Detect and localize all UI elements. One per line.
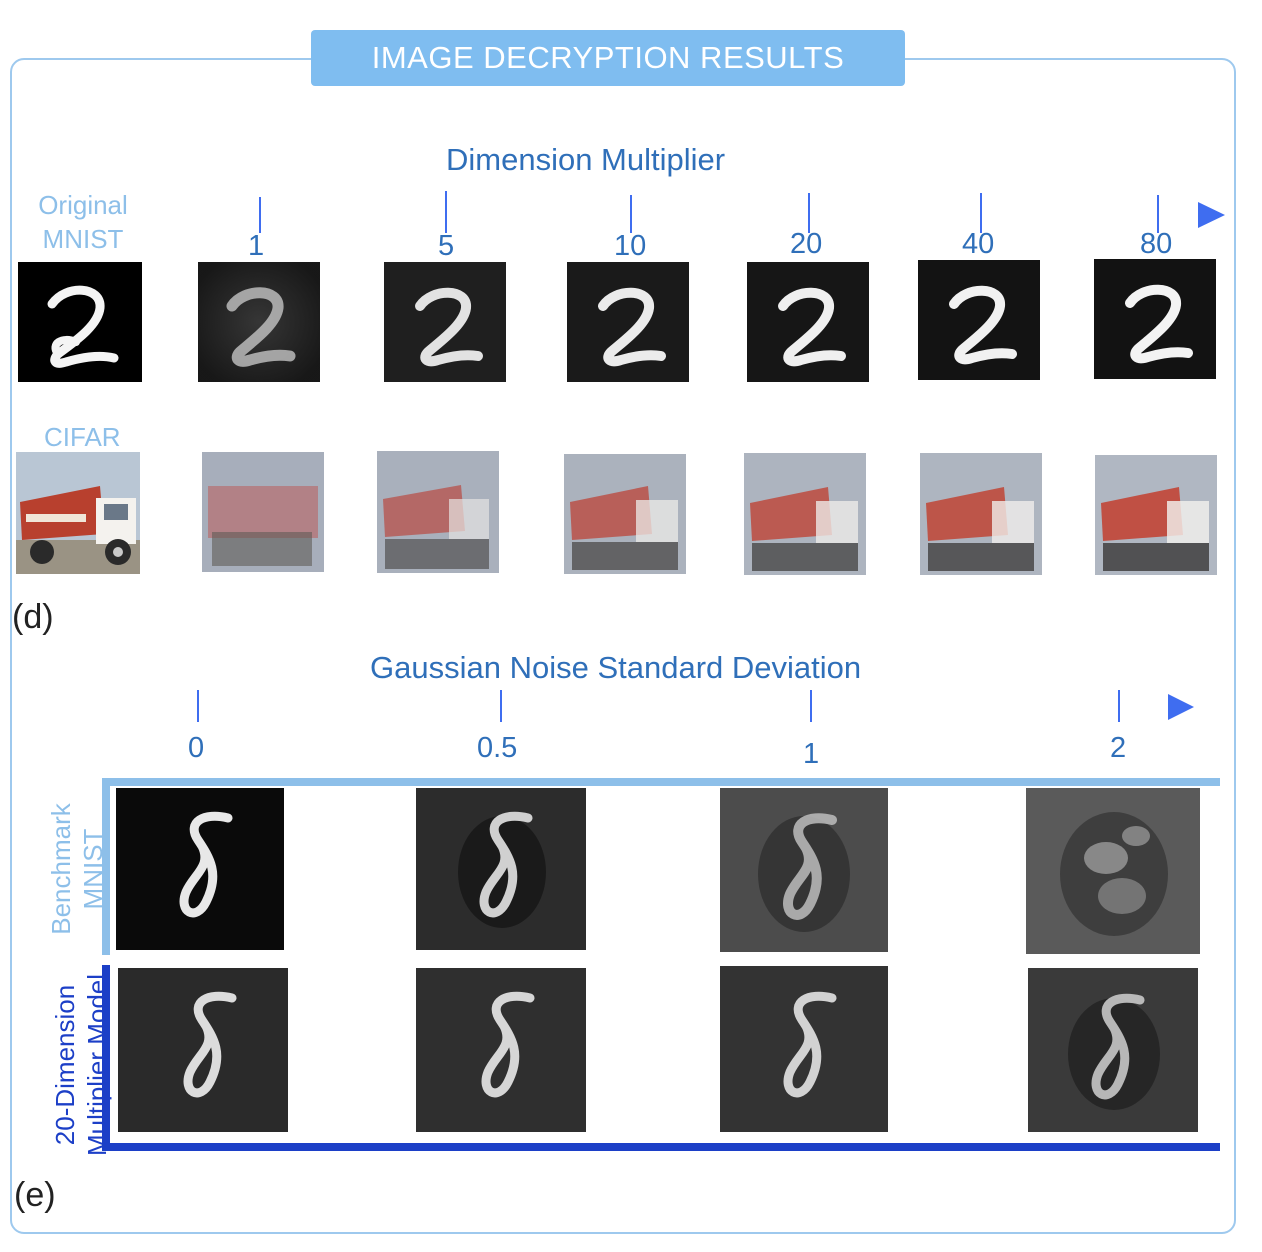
benchmark-noise-1 [720,788,888,952]
model-noise-0 [118,968,288,1132]
mnist-original-image [18,262,142,382]
tick-label: 20 [790,228,823,260]
gaussian-noise-title: Gaussian Noise Standard Deviation [370,650,862,685]
row-label-line: Multiplier Model [82,973,112,1157]
panel-letter-e: (e) [14,1176,56,1214]
tick-label: 80 [1140,228,1173,260]
cifar-reconstruction-x40 [920,453,1042,575]
model-noise-2 [1028,968,1198,1132]
row-label-cifar: CIFAR [44,422,121,452]
benchmark-bracket [102,778,1220,955]
cifar-original-image [16,452,140,574]
row-label-line: 20-Dimension [50,984,80,1146]
mnist-reconstruction-x1 [198,262,320,382]
figure-title-banner: IMAGE DECRYPTION RESULTS [311,30,905,86]
tick-label: 1 [803,738,820,770]
row-label-20-dimension-model: 20-Dimension Multiplier Model [49,935,115,1195]
cifar-reconstruction-x10 [564,454,686,574]
tick-label: 5 [438,230,455,262]
gaussian-noise-axis [176,690,1194,722]
cifar-reconstruction-x20 [744,453,866,575]
panel-letter-d: (d) [12,598,54,636]
mnist-reconstruction-x20 [747,262,869,382]
axis-arrow-icon [1198,202,1225,228]
tick-label: 0 [188,732,205,764]
axis-arrow-icon [1168,694,1194,720]
row-label-line: Original [38,190,128,220]
mnist-reconstruction-x5 [384,262,506,382]
mnist-reconstruction-x40 [918,260,1040,380]
cifar-reconstruction-x1 [202,452,324,572]
cifar-reconstruction-x5 [377,451,499,573]
row-label-line: MNIST [42,224,124,254]
model-bracket [102,965,1220,1151]
model-noise-1 [720,966,888,1132]
mnist-reconstruction-x10 [567,262,689,382]
benchmark-noise-0 [116,788,284,950]
benchmark-noise-2 [1026,788,1200,954]
row-label-original-mnist: Original MNIST [32,188,134,256]
tick-label: 0.5 [477,732,518,764]
benchmark-noise-0.5 [416,788,586,950]
tick-label: 40 [962,228,995,260]
dimension-multiplier-title: Dimension Multiplier [446,142,726,177]
mnist-reconstruction-x80 [1094,259,1216,379]
model-noise-0.5 [416,968,586,1132]
dimension-multiplier-axis [208,191,1225,233]
cifar-reconstruction-x80 [1095,455,1217,575]
tick-label: 1 [248,230,265,262]
tick-label: 2 [1110,732,1127,764]
tick-label: 10 [614,230,647,262]
